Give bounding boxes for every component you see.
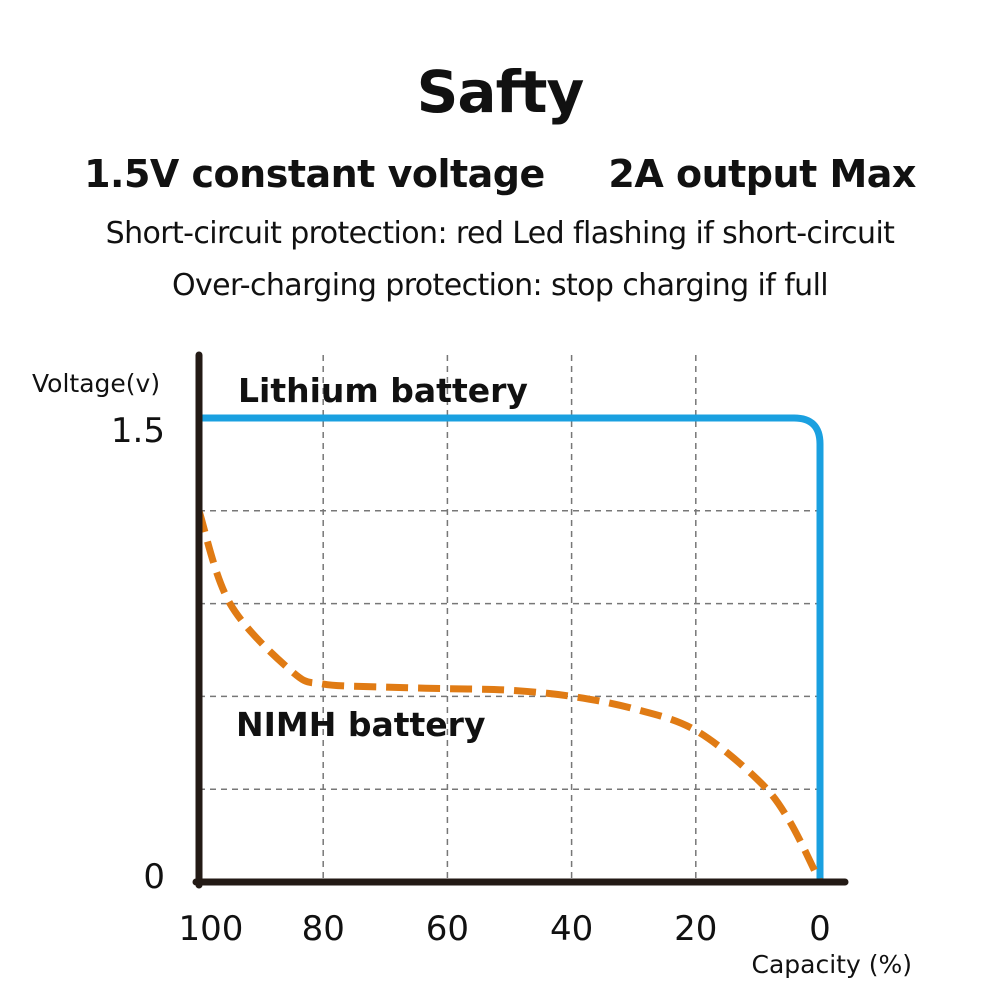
y-axis-title: Voltage(v) xyxy=(32,369,160,398)
x-tick-label: 20 xyxy=(674,909,717,949)
x-axis-title: Capacity (%) xyxy=(752,950,912,979)
x-tick-label: 60 xyxy=(426,909,469,949)
specs-line: 1.5V constant voltage 2A output Max xyxy=(84,152,916,196)
chart-labels: Lithium battery NIMH battery 100 80 60 40 20 0 1… xyxy=(32,369,912,979)
x-tick-label: 0 xyxy=(809,909,831,949)
feature-short-circuit: Short-circuit protection: red Led flashi… xyxy=(105,216,895,251)
chart-axes xyxy=(192,351,849,889)
series-line-lithium xyxy=(199,414,824,882)
series-line-nimh xyxy=(195,509,824,884)
feature-over-charging: Over-charging protection: stop charging … xyxy=(171,268,829,303)
series-label-nimh: NIMH battery xyxy=(236,705,485,744)
y-tick-label: 0 xyxy=(143,857,165,897)
series-label-lithium: Lithium battery xyxy=(238,371,528,410)
y-tick-label: 1.5 xyxy=(111,411,165,451)
chart-grid xyxy=(199,355,820,882)
x-tick-label: 80 xyxy=(302,909,345,949)
x-tick-label: 40 xyxy=(550,909,593,949)
chart-series xyxy=(195,414,824,884)
page-title: Safty xyxy=(416,58,585,126)
x-tick-label: 100 xyxy=(179,909,244,949)
